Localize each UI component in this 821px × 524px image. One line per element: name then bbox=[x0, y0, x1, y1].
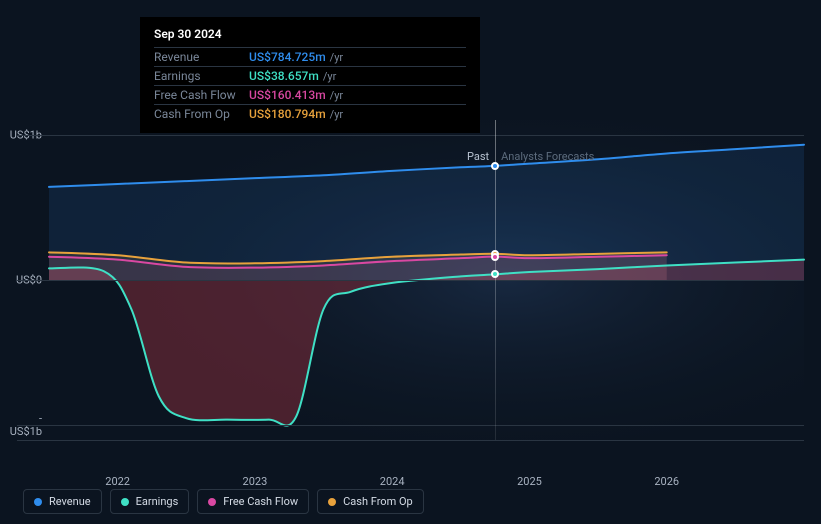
grid-line bbox=[17, 135, 804, 136]
legend-label: Free Cash Flow bbox=[223, 495, 298, 508]
hover-marker bbox=[491, 253, 499, 261]
chart-legend: Revenue Earnings Free Cash Flow Cash From O… bbox=[23, 489, 424, 514]
chart-plot-area: US$1bUS$0-US$1b 20222023202420252026 Pas… bbox=[17, 120, 804, 470]
hover-marker bbox=[491, 270, 499, 278]
grid-line bbox=[17, 425, 804, 426]
x-axis-label: 2025 bbox=[517, 475, 542, 488]
legend-label: Earnings bbox=[136, 495, 179, 508]
chart-svg bbox=[17, 120, 804, 470]
tooltip-metric-value: US$160.413m bbox=[249, 88, 326, 102]
tooltip-metric-name: Revenue bbox=[154, 50, 249, 64]
legend-dot-icon bbox=[121, 498, 129, 506]
x-axis-line bbox=[17, 440, 804, 441]
tooltip-metric-unit: /yr bbox=[330, 89, 343, 102]
x-axis-label: 2024 bbox=[380, 475, 405, 488]
tooltip-metric-value: US$38.657m bbox=[249, 69, 319, 83]
hover-marker bbox=[491, 162, 499, 170]
x-axis-label: 2023 bbox=[243, 475, 268, 488]
legend-item[interactable]: Cash From Op bbox=[317, 489, 424, 514]
tooltip-metric-unit: /yr bbox=[330, 51, 343, 64]
tooltip-metric-name: Free Cash Flow bbox=[154, 88, 249, 102]
legend-item[interactable]: Free Cash Flow bbox=[197, 489, 309, 514]
forecast-section-label: Analysts Forecasts bbox=[501, 150, 594, 163]
x-axis-label: 2022 bbox=[105, 475, 130, 488]
tooltip-metric-value: US$784.725m bbox=[249, 50, 326, 64]
tooltip-row: Free Cash FlowUS$160.413m/yr bbox=[154, 85, 466, 104]
legend-label: Revenue bbox=[49, 495, 91, 508]
past-section-label: Past bbox=[467, 150, 489, 163]
tooltip-metric-name: Earnings bbox=[154, 69, 249, 83]
tooltip-metric-name: Cash From Op bbox=[154, 107, 249, 121]
legend-dot-icon bbox=[34, 498, 42, 506]
tooltip-metric-value: US$180.794m bbox=[249, 107, 326, 121]
hover-tooltip: Sep 30 2024 RevenueUS$784.725m/yrEarning… bbox=[140, 17, 480, 133]
tooltip-row: RevenueUS$784.725m/yr bbox=[154, 47, 466, 66]
grid-line bbox=[17, 280, 804, 281]
legend-item[interactable]: Revenue bbox=[23, 489, 102, 514]
legend-dot-icon bbox=[328, 498, 336, 506]
tooltip-metric-unit: /yr bbox=[330, 108, 343, 121]
tooltip-row: EarningsUS$38.657m/yr bbox=[154, 66, 466, 85]
legend-item[interactable]: Earnings bbox=[110, 489, 190, 514]
tooltip-metric-unit: /yr bbox=[323, 70, 336, 83]
legend-dot-icon bbox=[208, 498, 216, 506]
tooltip-row: Cash From OpUS$180.794m/yr bbox=[154, 104, 466, 123]
tooltip-date: Sep 30 2024 bbox=[154, 27, 466, 41]
x-axis-label: 2026 bbox=[654, 475, 679, 488]
legend-label: Cash From Op bbox=[343, 495, 413, 508]
